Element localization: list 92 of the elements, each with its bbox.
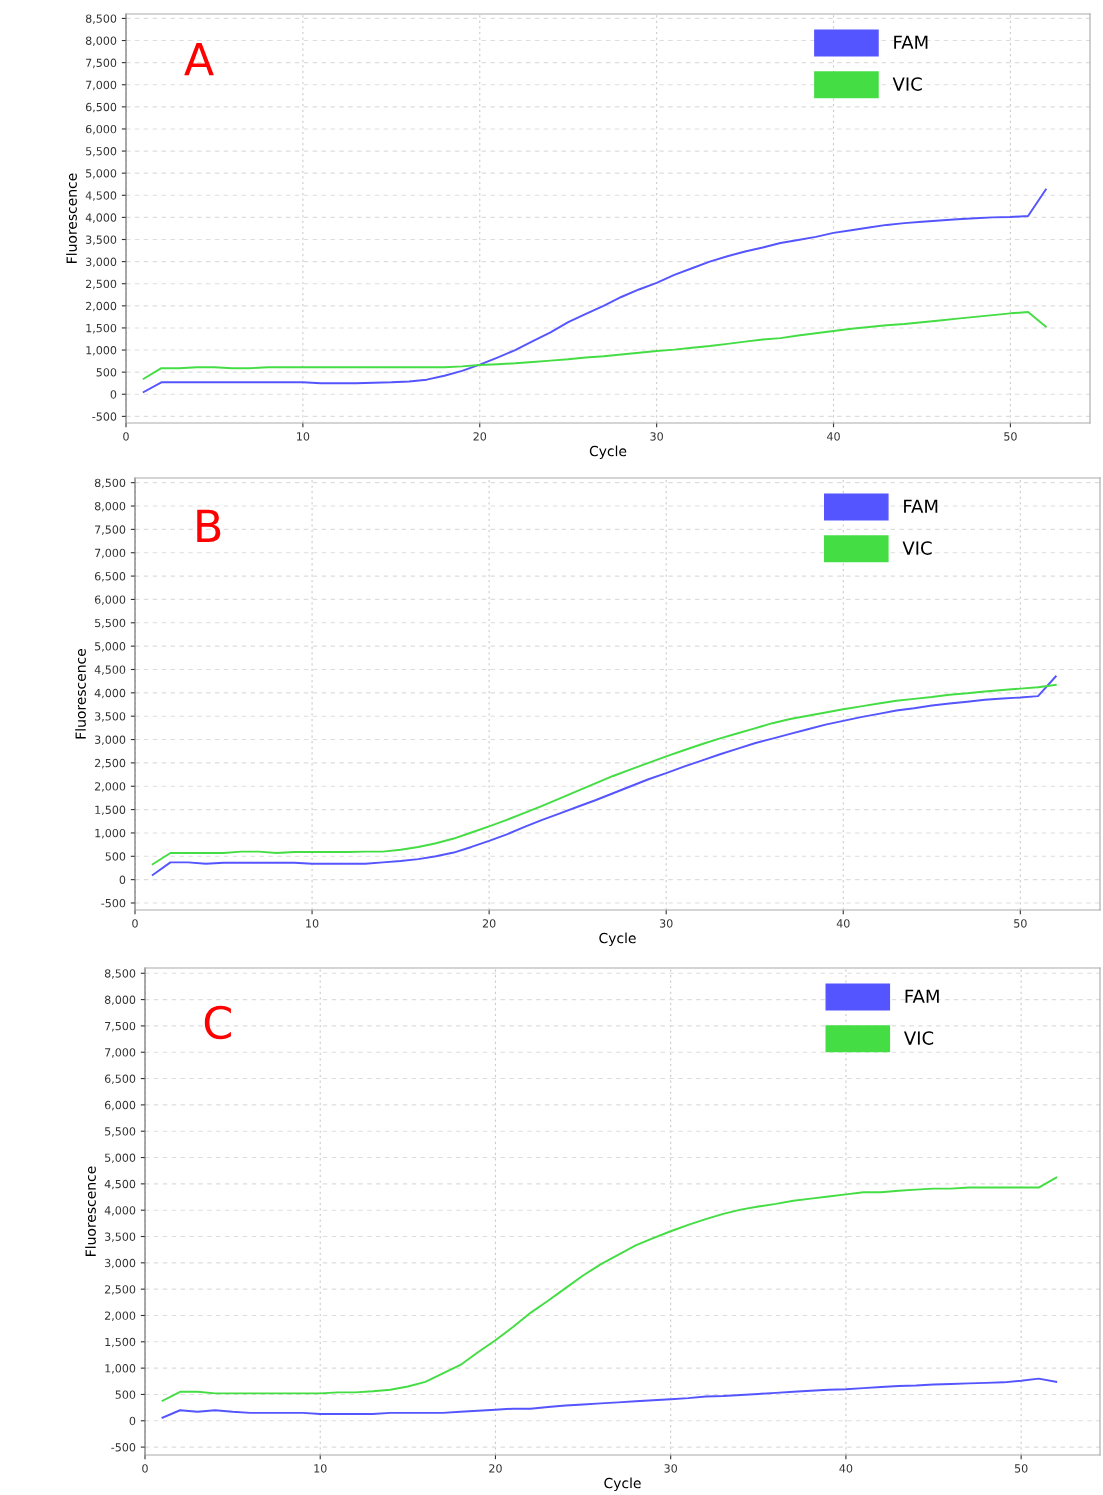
y-tick-label: 6,500 bbox=[94, 572, 126, 582]
y-tick-label: -500 bbox=[101, 898, 126, 908]
x-tick-label: 30 bbox=[664, 1464, 678, 1473]
y-tick-label: 3,500 bbox=[105, 1232, 136, 1243]
y-tick-label: 7,500 bbox=[86, 58, 117, 69]
y-tick-label: 4,000 bbox=[104, 1206, 136, 1216]
line-series bbox=[161, 1176, 1058, 1402]
x-tick-label: 20 bbox=[473, 432, 487, 441]
y-tick-label: 8,500 bbox=[104, 969, 136, 979]
y-tick-label: 6,500 bbox=[104, 1074, 136, 1085]
line-series bbox=[161, 1377, 1058, 1419]
y-tick-label: 3,500 bbox=[86, 235, 117, 246]
y-tick-label: 4,000 bbox=[85, 213, 117, 223]
y-tick-label: 3,000 bbox=[95, 735, 126, 746]
legend-label: FAM bbox=[905, 989, 939, 1003]
y-tick-label: 5,000 bbox=[105, 1153, 136, 1164]
y-tick-label: 5,500 bbox=[105, 1127, 136, 1137]
legend-label: FAM bbox=[894, 35, 928, 49]
x-tick-label: 40 bbox=[827, 432, 840, 441]
y-tick-label: 8,000 bbox=[94, 502, 126, 512]
y-tick-label: 2,500 bbox=[94, 758, 126, 769]
y-tick-label: 5,000 bbox=[95, 642, 126, 652]
x-tick-label: 30 bbox=[650, 432, 663, 441]
x-tick-label: 30 bbox=[659, 919, 673, 928]
annotation: A bbox=[184, 42, 214, 76]
y-tick-label: 2,500 bbox=[85, 279, 117, 290]
y-tick-label: 4,500 bbox=[104, 1179, 136, 1190]
x-tick-label: 20 bbox=[482, 919, 496, 928]
y-tick-label: 5,500 bbox=[86, 147, 117, 157]
y-tick-label: 1,500 bbox=[95, 805, 126, 816]
x-tick-label: 50 bbox=[1014, 919, 1027, 928]
y-tick-label: 500 bbox=[115, 1390, 136, 1399]
y-tick-label: 7,500 bbox=[95, 525, 126, 535]
x-axis-title: Cycle bbox=[589, 445, 627, 459]
y-tick-label: 4,500 bbox=[94, 665, 126, 675]
y-tick-label: 500 bbox=[96, 368, 117, 377]
y-tick-label: 5,000 bbox=[86, 169, 117, 179]
y-tick-label: 0 bbox=[119, 875, 126, 885]
x-axis-title: Cycle bbox=[604, 1477, 641, 1491]
legend-label: VIC bbox=[903, 1031, 934, 1045]
legend-label: VIC bbox=[902, 541, 932, 555]
y-tick-label: 4,500 bbox=[85, 191, 117, 201]
x-tick-label: 10 bbox=[306, 919, 319, 928]
line-series bbox=[142, 188, 1047, 394]
x-tick-label: 50 bbox=[1004, 432, 1017, 441]
y-tick-label: 0 bbox=[129, 1416, 136, 1426]
y-tick-label: 3,000 bbox=[105, 1258, 136, 1269]
legend-label: VIC bbox=[892, 77, 922, 91]
y-tick-label: 6,500 bbox=[85, 102, 117, 113]
y-tick-label: 7,000 bbox=[95, 548, 126, 559]
y-tick-label: 1,000 bbox=[105, 1364, 136, 1374]
x-tick-label: 40 bbox=[836, 919, 850, 928]
y-tick-label: 3,000 bbox=[86, 257, 117, 268]
y-tick-label: 8,000 bbox=[85, 36, 117, 47]
y-axis-title: Fluorescence bbox=[66, 173, 77, 263]
y-axis-title: Fluorescence bbox=[75, 648, 86, 739]
line-series bbox=[142, 311, 1047, 380]
y-tick-label: 6,000 bbox=[104, 1100, 136, 1111]
y-tick-label: 7,000 bbox=[105, 1048, 136, 1058]
y-axis-title: Fluorescence bbox=[85, 1166, 96, 1256]
annotation: C bbox=[204, 1005, 231, 1040]
y-tick-label: 8,500 bbox=[85, 14, 117, 24]
y-tick-label: 0 bbox=[110, 390, 117, 399]
y-tick-label: 2,500 bbox=[104, 1285, 136, 1295]
y-tick-label: 1,000 bbox=[86, 346, 117, 356]
y-tick-label: -500 bbox=[92, 412, 117, 421]
y-tick-label: 2,000 bbox=[94, 782, 126, 792]
y-tick-label: 8,000 bbox=[104, 995, 136, 1006]
y-tick-label: 1,500 bbox=[86, 323, 117, 334]
x-tick-label: 10 bbox=[297, 432, 310, 441]
y-tick-label: -500 bbox=[111, 1443, 136, 1452]
y-tick-label: 1,500 bbox=[105, 1337, 136, 1348]
x-tick-label: 40 bbox=[839, 1464, 853, 1473]
y-tick-label: 7,000 bbox=[86, 80, 117, 91]
y-tick-label: 4,000 bbox=[94, 688, 126, 699]
x-tick-label: 20 bbox=[489, 1464, 502, 1473]
y-tick-label: 7,500 bbox=[105, 1021, 136, 1032]
legend-label: FAM bbox=[904, 499, 938, 513]
y-tick-label: 500 bbox=[105, 852, 126, 861]
y-tick-label: 2,000 bbox=[104, 1311, 136, 1321]
x-tick-label: 0 bbox=[142, 1464, 148, 1473]
y-tick-label: 2,000 bbox=[85, 301, 117, 312]
x-tick-label: 50 bbox=[1014, 1464, 1028, 1473]
y-tick-label: 6,000 bbox=[85, 124, 117, 135]
y-tick-label: 5,500 bbox=[95, 618, 126, 629]
y-tick-label: 6,000 bbox=[94, 595, 126, 605]
y-tick-label: 8,500 bbox=[94, 478, 126, 489]
x-tick-label: 10 bbox=[314, 1464, 327, 1473]
annotation: B bbox=[197, 509, 221, 543]
y-tick-label: 1,000 bbox=[95, 828, 126, 839]
x-axis-title: Cycle bbox=[599, 932, 636, 946]
y-tick-label: 3,500 bbox=[95, 712, 126, 722]
